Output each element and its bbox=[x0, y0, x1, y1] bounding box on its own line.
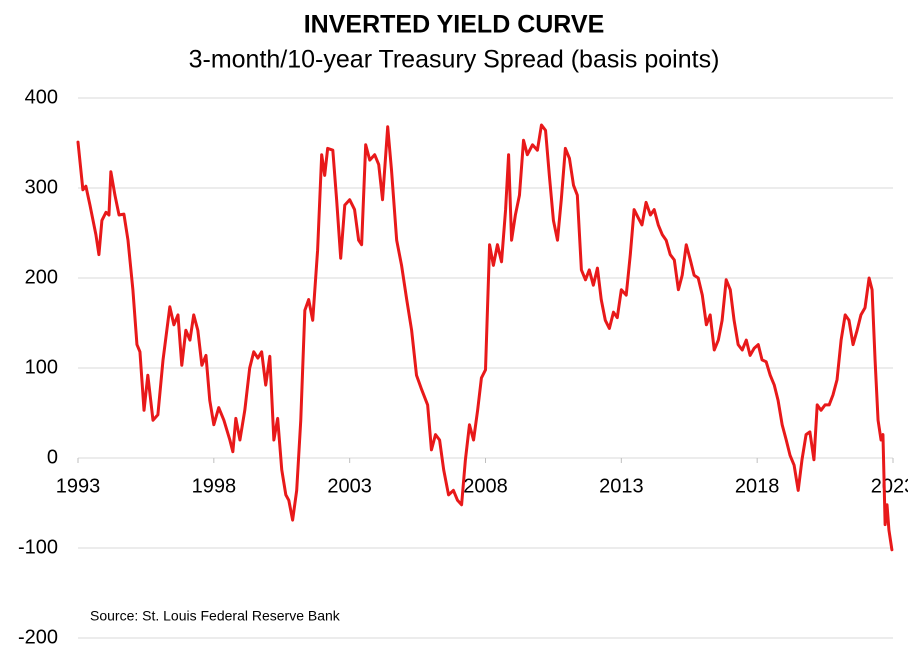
source-note: Source: St. Louis Federal Reserve Bank bbox=[90, 608, 341, 624]
y-tick-label: -100 bbox=[18, 536, 58, 558]
x-tick-label: 1993 bbox=[56, 475, 101, 497]
y-tick-label: 300 bbox=[25, 176, 58, 198]
x-tick-label: 1998 bbox=[192, 475, 237, 497]
x-tick-label: 2003 bbox=[327, 475, 372, 497]
chart-subtitle: 3-month/10-year Treasury Spread (basis p… bbox=[189, 46, 720, 74]
x-tick-label: 2008 bbox=[463, 475, 508, 497]
x-tick-label: 2018 bbox=[735, 475, 780, 497]
y-tick-label: 0 bbox=[47, 446, 58, 468]
x-tick-label: 2013 bbox=[599, 475, 644, 497]
y-tick-label: 200 bbox=[25, 266, 58, 288]
y-tick-label: 400 bbox=[25, 86, 58, 108]
x-tick-label: 2023 bbox=[871, 475, 908, 497]
y-tick-label: 100 bbox=[25, 356, 58, 378]
spread-line bbox=[76, 123, 894, 552]
chart-title: INVERTED YIELD CURVE bbox=[304, 11, 605, 39]
y-tick-label: -200 bbox=[18, 626, 58, 648]
